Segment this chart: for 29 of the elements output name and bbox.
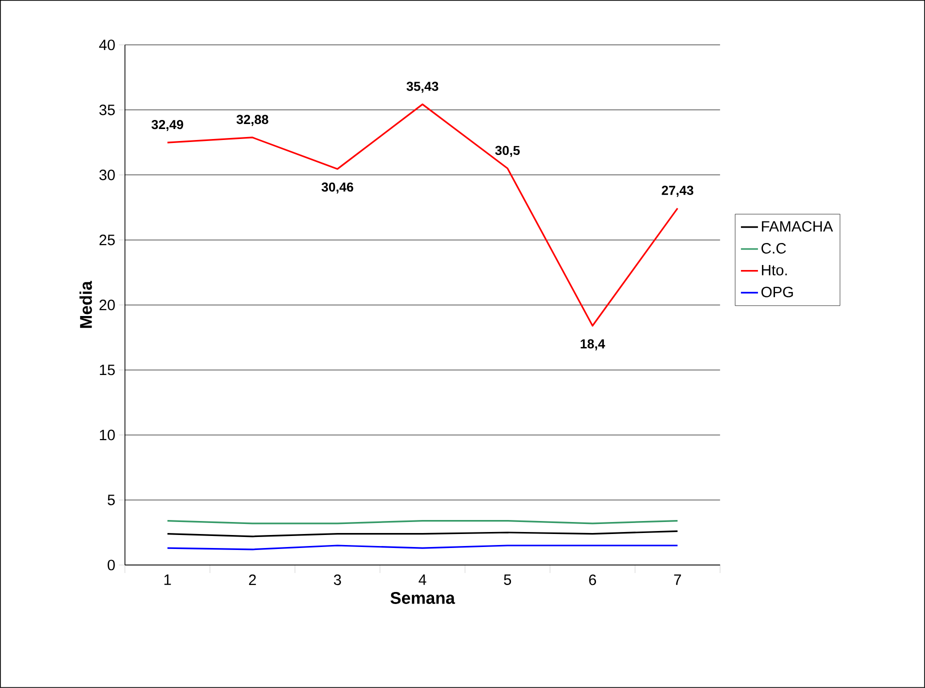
x-tick-label: 5	[504, 574, 512, 585]
data-label: 32,49	[152, 120, 184, 132]
x-tick-label: 4	[418, 574, 426, 585]
data-label: 18,4	[580, 339, 606, 350]
y-tick-label: 40	[99, 40, 115, 50]
x-tick-label: 2	[249, 574, 256, 585]
data-label: 32,88	[236, 114, 268, 126]
data-label: 30,46	[322, 182, 354, 194]
y-axis-title: Media	[80, 280, 92, 328]
y-tick-label: 15	[100, 364, 115, 376]
data-label: 27,43	[662, 186, 694, 197]
y-tick-label: 0	[108, 560, 115, 570]
y-tick-label: 10	[100, 430, 115, 440]
x-tick-label: 6	[589, 574, 596, 586]
y-tick-label: 5	[108, 494, 115, 506]
legend-label: OPG	[761, 286, 793, 298]
data-label: 30,5	[495, 146, 520, 157]
x-axis-title: Semana	[390, 592, 456, 604]
legend-label: FAMACHA	[762, 221, 833, 232]
y-tick-label: 25	[100, 234, 115, 246]
x-tick-label: 3	[334, 574, 341, 586]
legend-label: Hto.	[762, 264, 787, 276]
x-tick-label: 7	[674, 574, 681, 585]
x-tick-label: 1	[164, 574, 171, 585]
y-tick-label: 20	[100, 300, 115, 310]
y-tick-label: 35	[99, 104, 115, 116]
y-tick-label: 30	[99, 170, 115, 180]
data-label: 35,43	[406, 82, 438, 93]
legend-label: C.C	[762, 243, 786, 254]
